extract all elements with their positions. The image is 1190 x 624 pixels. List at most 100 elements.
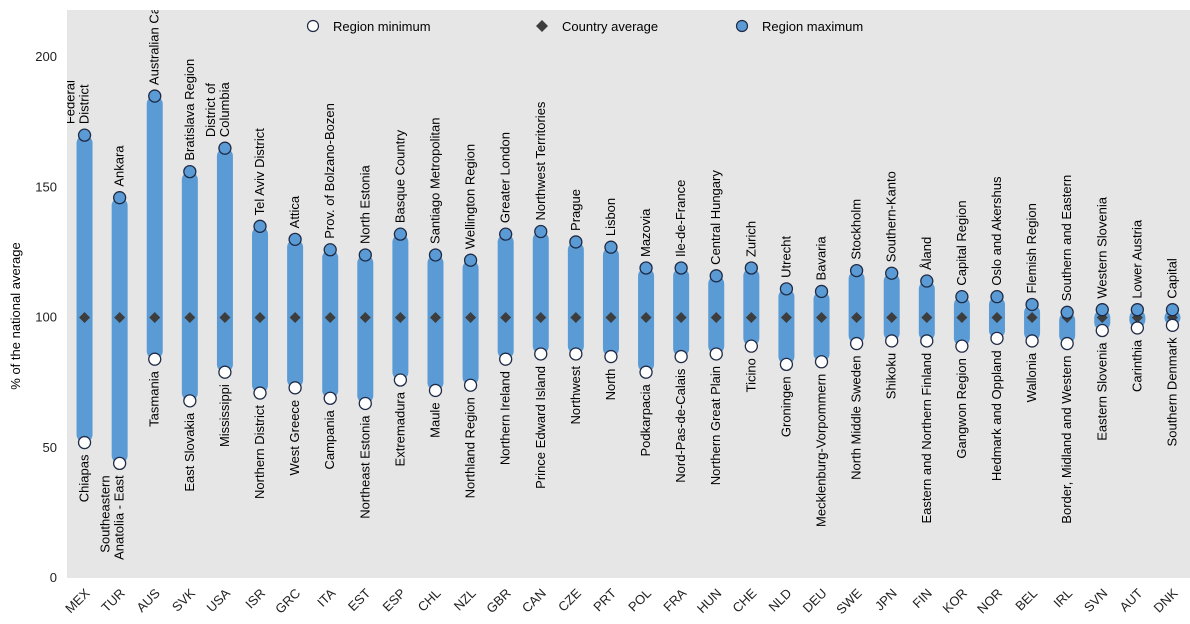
region-max-marker (393, 227, 408, 241)
x-tick-label-che: CHE (729, 585, 759, 615)
region-min-label: Carinthia (1129, 339, 1144, 392)
range-bar-isr (252, 226, 269, 394)
region-min-label: Gangwon Region (954, 358, 969, 458)
country-average-marker (465, 312, 477, 323)
legend: Region minimum Country average Region maxi… (306, 19, 863, 34)
y-tick-label: 150 (35, 179, 57, 194)
region-max-label: Bratislava Region (182, 59, 197, 161)
x-tick-label-bel: BEL (1012, 586, 1040, 614)
region-max-label-line: Lisbon (603, 198, 618, 236)
region-max-marker (112, 191, 127, 205)
region-min-label-line: Podkarpacia (638, 383, 653, 456)
country-average-marker (359, 312, 371, 323)
region-max-label: Ankara (112, 145, 127, 187)
y-tick-label: 100 (35, 310, 57, 325)
region-min-label: Northern Ireland (498, 371, 513, 465)
region-max-marker (1165, 303, 1180, 317)
region-min-label-line: Northern Great Plain (708, 366, 723, 485)
region-min-marker (148, 352, 162, 366)
region-max-label-line: Australian Capital Territory (147, 0, 162, 85)
region-min-label: Northland Region (463, 397, 478, 498)
region-min-marker (885, 334, 899, 348)
region-min-marker (955, 339, 969, 353)
country-average-marker (745, 312, 757, 323)
range-bar-irl (1059, 312, 1076, 344)
region-max-label: Bavaria (814, 236, 829, 281)
plot-background (67, 10, 1190, 578)
region-min-marker (428, 383, 443, 398)
region-min-label-line: Tasmania (147, 370, 162, 426)
region-max-marker (428, 248, 443, 262)
x-tick-label-swe: SWE (833, 585, 865, 617)
region-min-marker (779, 357, 794, 372)
region-max-label-line: Stockholm (849, 199, 864, 260)
region-max-marker (218, 141, 232, 155)
region-min-label: Prince Edward Island (533, 366, 548, 489)
region-max-marker (955, 290, 969, 304)
region-max-label-line: Western Slovenia (1094, 196, 1109, 298)
x-tick-label-pol: POL (625, 586, 654, 615)
region-max-label: Australian Capital Territory (147, 0, 162, 85)
region-min-label: Eastern Slovenia (1094, 342, 1109, 441)
x-axis: MEX TUR AUS SVK USA ISR GRC ITA EST ESP CHL NZL GBR C… (62, 585, 1181, 617)
legend-marker-country-average (536, 20, 548, 32)
region-max-label: Capital Region (954, 200, 969, 285)
region-min-label-line: Wallonia (1024, 352, 1039, 402)
region-max-marker (709, 269, 723, 283)
region-max-marker (463, 253, 478, 267)
country-average-marker (429, 312, 441, 323)
region-max-label-line: Bavaria (814, 236, 829, 281)
region-min-marker (358, 396, 372, 411)
region-max-label: Prague (568, 189, 583, 231)
region-min-label: West Greece (287, 400, 302, 476)
range-bar-che (743, 268, 760, 347)
region-min-label: Campania (322, 409, 337, 469)
region-max-label: Greater London (498, 132, 513, 223)
region-max-label-line: Oslo and Akershus (989, 176, 1004, 286)
region-max-label: Oslo and Akershus (989, 176, 1004, 286)
x-tick-label-nor: NOR (974, 586, 1005, 617)
range-bar-cze (567, 241, 584, 354)
region-min-label: East Slovakia (182, 412, 197, 492)
region-min-marker (709, 347, 723, 361)
x-tick-label-hun: HUN (694, 586, 725, 617)
country-average-marker (500, 312, 512, 323)
region-max-label: Tel Aviv District (252, 128, 267, 216)
region-min-label-line: Chiapas (77, 454, 92, 502)
country-average-marker (605, 312, 617, 323)
region-min-label-line: Northland Region (463, 397, 478, 498)
region-max-label: Zurich (743, 221, 758, 257)
range-bar-jpn (883, 273, 900, 341)
region-min-marker (534, 347, 548, 361)
region-max-label: Stockholm (849, 199, 864, 260)
region-max-label-line: Northwest Territories (533, 101, 548, 220)
x-tick-label-cze: CZE (555, 585, 584, 614)
region-min-marker (1130, 321, 1145, 335)
region-min-marker (920, 334, 934, 348)
country-average-marker (149, 312, 161, 323)
country-average-marker (956, 312, 968, 323)
region-max-label: Wellington Region (463, 144, 478, 249)
region-min-marker (77, 435, 92, 450)
region-min-label: Extremadura (392, 391, 407, 466)
x-tick-label-gbr: GBR (483, 586, 514, 617)
region-max-label-line: Bratislava Region (182, 59, 197, 161)
region-min-marker (253, 386, 267, 400)
region-min-label: Chiapas (77, 454, 92, 502)
region-max-label-line: District (77, 84, 92, 124)
region-max-marker (744, 261, 758, 275)
region-max-label: Southern and Eastern (1059, 175, 1074, 301)
region-min-label: North (603, 369, 618, 401)
region-max-marker (534, 224, 548, 239)
region-max-marker (148, 89, 162, 103)
range-bar-prt (602, 247, 619, 357)
x-tick-label-ita: ITA (314, 585, 338, 609)
region-min-label: Shikoku (884, 353, 899, 399)
x-tick-label-mex: MEX (62, 585, 93, 616)
region-min-label-line: Groningen (778, 376, 793, 437)
region-max-label-line: Zurich (743, 221, 758, 257)
region-min-marker (1095, 323, 1109, 338)
country-average-marker (254, 312, 266, 323)
region-min-marker (604, 349, 618, 364)
region-min-label: Groningen (778, 376, 793, 437)
